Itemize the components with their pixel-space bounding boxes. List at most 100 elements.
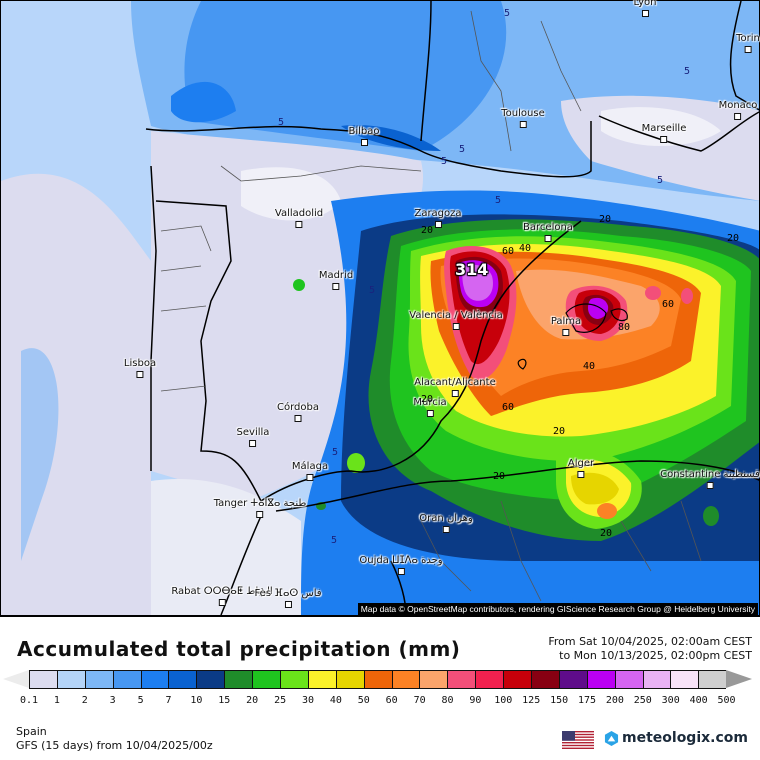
- city-marker-icon: [519, 121, 527, 128]
- city-label: Monaco: [719, 100, 757, 120]
- color-scale-cell: [252, 670, 281, 689]
- city-name: Alger: [567, 458, 595, 469]
- city-marker-icon: [284, 601, 292, 608]
- color-scale-tick-label: 0.1: [19, 695, 39, 706]
- color-scale-cell: [586, 670, 615, 689]
- city-label: Sevilla: [237, 427, 269, 447]
- contour-label: 5: [459, 144, 466, 155]
- city-name: Murcia: [413, 397, 447, 408]
- us-flag-icon[interactable]: [562, 731, 594, 749]
- legend-title: Accumulated total precipitation (mm): [17, 637, 461, 661]
- city-label: Marseille: [641, 123, 687, 143]
- city-marker-icon: [544, 235, 552, 242]
- contour-label: 20: [553, 426, 566, 437]
- meteologix-logo-icon: [604, 730, 619, 746]
- contour-label: 60: [502, 246, 515, 257]
- city-name: Lyon: [633, 0, 657, 8]
- color-scale-cell: [224, 670, 253, 689]
- city-marker-icon: [660, 136, 668, 143]
- color-scale-cell: [29, 670, 57, 689]
- color-scale-cell: [642, 670, 671, 689]
- color-scale-cell: [475, 670, 504, 689]
- city-marker-icon: [562, 329, 570, 336]
- city-marker-icon: [306, 474, 314, 481]
- color-scale-cell: [614, 670, 643, 689]
- max-precip-label: 314: [455, 260, 489, 279]
- color-scale-cell: [391, 670, 420, 689]
- city-marker-icon: [332, 283, 340, 290]
- city-label: Bilbao: [348, 126, 380, 146]
- city-marker-icon: [294, 415, 302, 422]
- city-name: Palma: [550, 316, 582, 327]
- color-scale-cell: [280, 670, 308, 689]
- city-marker-icon: [426, 410, 434, 417]
- color-scale-tick-label: 250: [633, 695, 652, 706]
- city-marker-icon: [452, 323, 460, 330]
- color-scale-cell: [112, 670, 141, 689]
- color-scale-tick-label: 25: [274, 695, 287, 706]
- legend-panel: Accumulated total precipitation (mm) Fro…: [0, 617, 760, 760]
- color-scale-cell: [558, 670, 587, 689]
- meteologix-brand-link[interactable]: meteologix.com: [604, 730, 748, 746]
- color-scale-cell: [363, 670, 392, 689]
- city-label: Málaga: [291, 461, 329, 481]
- brand-name: meteologix.com: [622, 730, 748, 746]
- city-name: Marseille: [641, 123, 687, 134]
- color-scale-cell: [307, 670, 336, 689]
- city-label: Valladolid: [275, 208, 323, 228]
- contour-label: 60: [502, 402, 515, 413]
- color-scale-cell: [84, 670, 113, 689]
- city-marker-icon: [136, 371, 144, 378]
- color-scale-bar: [3, 670, 753, 689]
- color-scale-tick-label: 30: [301, 695, 315, 706]
- city-marker-icon: [218, 599, 226, 606]
- city-name: Tanger ⵜⴰⵏⴵⴰ طنجة: [213, 498, 307, 509]
- city-name: Lisboa: [123, 358, 157, 369]
- color-scale-tick-label: 500: [717, 695, 736, 706]
- city-marker-icon: [451, 390, 459, 397]
- model-run-label: GFS (15 days) from 10/04/2025/00z: [16, 739, 213, 752]
- city-name: Constantine قسنطينة: [660, 469, 760, 480]
- color-scale-tick-label: 175: [577, 695, 597, 706]
- contour-label: 20: [727, 233, 740, 244]
- color-scale-tick-label: 80: [441, 695, 454, 706]
- city-label: Lisboa: [123, 358, 157, 378]
- contour-label: 20: [493, 471, 506, 482]
- color-scale-tick-label: 50: [357, 695, 370, 706]
- contour-label: 20: [600, 528, 613, 539]
- contour-label: 5: [504, 8, 511, 19]
- color-scale-tick-label: 300: [661, 695, 680, 706]
- color-scale-tick-label: 60: [385, 695, 398, 706]
- contour-label: 5: [684, 66, 691, 77]
- color-scale-cell: [447, 670, 476, 689]
- city-label: Constantine قسنطينة: [660, 469, 760, 489]
- city-marker-icon: [734, 113, 742, 120]
- city-name: Rabat ⵔⵔⴱⴰⵟ الرباط: [171, 586, 273, 597]
- precipitation-map[interactable]: Lyon Torin Bilbao Toulouse Marseille Monaco Va…: [0, 0, 760, 617]
- city-marker-icon: [256, 511, 264, 518]
- city-label: Fès ⴼⴰⵙ فاس: [254, 588, 322, 608]
- color-scale-cell: [140, 670, 169, 689]
- city-label: Madrid: [319, 270, 353, 290]
- contour-label: 5: [331, 535, 338, 546]
- color-scale-cell: [698, 670, 727, 689]
- city-name: Fès ⴼⴰⵙ فاس: [254, 588, 322, 599]
- city-label: Alger: [567, 458, 595, 478]
- color-scale-cell: [335, 670, 364, 689]
- contour-label: 20: [599, 214, 612, 225]
- contour-label: 5: [369, 285, 376, 296]
- contour-label: 5: [278, 117, 285, 128]
- color-scale-tick-label: 90: [469, 695, 482, 706]
- city-marker-icon: [434, 221, 442, 228]
- color-scale-cell: [56, 670, 85, 689]
- city-name: Córdoba: [277, 402, 319, 413]
- contour-label: 20: [421, 394, 434, 405]
- color-scale-cell: [168, 670, 197, 689]
- city-name: Málaga: [291, 461, 329, 472]
- city-name: Bilbao: [348, 126, 380, 137]
- color-scale-tick-label: 1: [53, 695, 60, 706]
- city-name: Zaragoza: [414, 208, 462, 219]
- map-attribution: Map data © OpenStreetMap contributors, r…: [357, 603, 758, 615]
- contour-label: 40: [583, 361, 596, 372]
- city-marker-icon: [641, 10, 649, 17]
